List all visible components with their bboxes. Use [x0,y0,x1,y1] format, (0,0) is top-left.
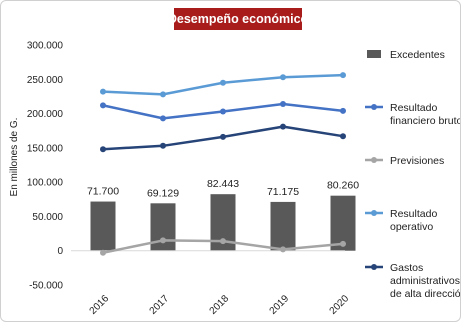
legend-swatch [367,50,381,58]
line-point [100,249,106,256]
y-tick-label: 0 [57,246,63,257]
x-tick-label: 2017 [148,293,172,317]
legend-label: Resultado [390,102,437,114]
line-point [340,107,346,114]
x-tick-label: 2018 [208,293,232,317]
x-tick-labels: 2016 2017 2018 2019 2020 [88,293,352,317]
line-point [220,238,226,245]
x-tick-label: 2016 [88,293,112,317]
legend-label: de alta dirección [390,288,460,300]
line-point [160,237,166,244]
legend-label: operativo [390,221,433,233]
line-series [100,72,346,256]
legend-marker [371,104,377,110]
line-point [280,74,286,81]
y-tick-label: 50.000 [32,212,63,223]
bar [150,203,176,251]
bar-data-label: 71.175 [267,186,299,198]
line-point [220,133,226,140]
y-tick-label: 150.000 [27,143,64,154]
bar [90,201,116,251]
legend-marker [371,157,377,163]
legend-marker [371,210,377,216]
line-point [100,146,106,153]
y-tick-label: -50.000 [29,281,63,292]
y-axis-label: En millones de G. [9,118,20,197]
legend-label: Gastos [390,262,423,274]
legend-label: Resultado [390,208,437,220]
line-point [160,142,166,149]
chart-title: Desempeño económico [168,8,308,30]
line-point [100,102,106,109]
line-point [280,123,286,130]
y-tick-label: 200.000 [27,109,64,120]
line-point [340,133,346,140]
legend-label: Previsiones [390,155,444,167]
legend-label: financiero bruto [390,115,460,127]
line-point [160,91,166,98]
line-point [100,88,106,95]
x-tick-label: 2019 [268,293,292,317]
bar-data-label: 82.443 [207,178,239,190]
bar-data-label: 80.260 [327,180,359,192]
x-tick-label: 2020 [328,293,352,317]
line-point [220,79,226,86]
line-point [280,100,286,107]
y-tick-label: 300.000 [27,41,64,52]
line-point [340,72,346,79]
legend-label: Excedentes [390,49,445,61]
legend-label: administrativos y [390,275,460,287]
bar-data-label: 69.129 [147,187,179,199]
y-tick-label: 100.000 [27,178,64,189]
bar-data-labels: 71.700 69.129 82.443 71.175 80.260 [87,178,359,199]
line-point [220,108,226,115]
bar [270,201,296,251]
line-point [280,246,286,253]
line-point [160,115,166,122]
legend-marker [371,264,377,270]
y-tick-label: 250.000 [27,75,64,86]
y-tick-labels: 300.000 250.000 200.000 150.000 100.000 50.00… [27,41,64,292]
line-point [340,240,346,247]
bar-data-label: 71.700 [87,186,119,198]
